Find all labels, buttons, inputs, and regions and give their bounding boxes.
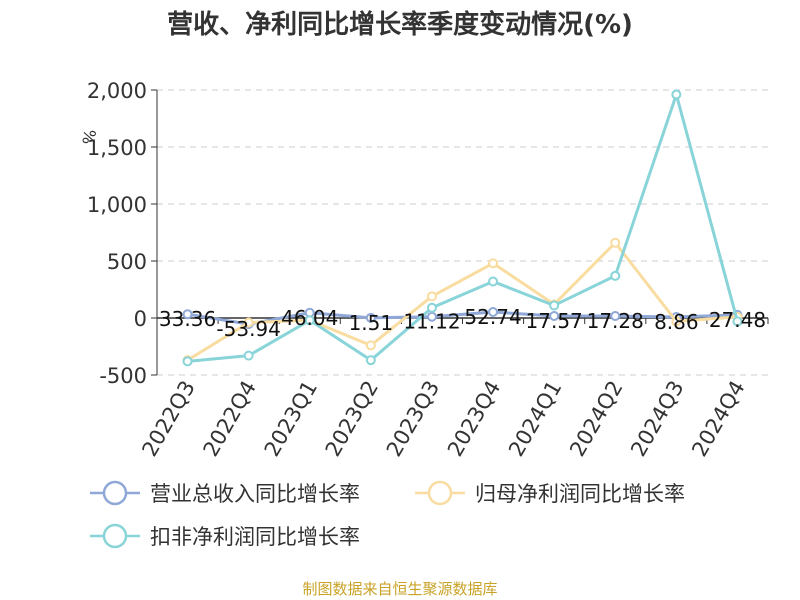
data-point[interactable] xyxy=(426,302,437,313)
legend-marker xyxy=(102,523,128,549)
data-point[interactable] xyxy=(610,237,621,248)
data-point[interactable] xyxy=(182,356,193,367)
data-point[interactable] xyxy=(426,291,437,302)
data-label: 27.48 xyxy=(709,308,766,332)
data-label: 8.86 xyxy=(654,310,699,334)
chart-title: 营收、净利同比增长率季度变动情况(%) xyxy=(167,10,633,40)
x-tick-label: 2023Q3 xyxy=(382,377,444,461)
legend-label: 营业总收入同比增长率 xyxy=(150,482,360,506)
data-labels: 33.36 -53.94 46.04 1.51 11.12 52.74 17.57 17.28… xyxy=(159,305,766,341)
data-point[interactable] xyxy=(243,350,254,361)
data-point[interactable] xyxy=(365,340,376,351)
data-point[interactable] xyxy=(671,89,682,100)
data-point[interactable] xyxy=(732,316,743,327)
data-point[interactable] xyxy=(488,276,499,287)
y-axis-unit: % xyxy=(79,128,100,146)
data-label: 17.57 xyxy=(526,309,583,333)
data-point[interactable] xyxy=(365,312,376,323)
x-tick-label: 2024Q1 xyxy=(504,377,566,461)
x-tick-label: 2023Q2 xyxy=(321,377,383,461)
series-line-1 xyxy=(187,310,738,326)
y-tick-label: -500 xyxy=(99,364,147,388)
data-label: 52.74 xyxy=(464,305,521,329)
y-tick-label: 0 xyxy=(134,307,147,331)
data-label: 33.36 xyxy=(159,307,216,331)
data-point[interactable] xyxy=(549,300,560,311)
y-tick-label: 1,500 xyxy=(87,136,147,160)
y-tick-label: 2,000 xyxy=(87,79,147,103)
legend-label: 归母净利润同比增长率 xyxy=(475,482,685,506)
data-point[interactable] xyxy=(488,306,499,317)
data-point[interactable] xyxy=(304,315,315,326)
series-layer xyxy=(182,89,743,367)
legend-marker xyxy=(427,480,453,506)
data-point[interactable] xyxy=(610,270,621,281)
x-tick-label: 2024Q4 xyxy=(687,377,749,461)
x-tick-label: 2022Q3 xyxy=(137,377,199,461)
x-tick-label: 2024Q3 xyxy=(626,377,688,461)
legend-item-1[interactable]: 营业总收入同比增长率 xyxy=(90,480,360,506)
data-point[interactable] xyxy=(671,316,682,327)
data-point[interactable] xyxy=(610,311,621,322)
data-label: 17.28 xyxy=(587,309,644,333)
x-tick-label: 2023Q4 xyxy=(443,377,505,461)
series-line-3 xyxy=(187,93,739,363)
data-point[interactable] xyxy=(488,258,499,269)
data-point[interactable] xyxy=(365,355,376,366)
source-note: 制图数据来自恒生聚源数据库 xyxy=(302,580,498,598)
data-label: 11.12 xyxy=(403,310,460,334)
legend-marker xyxy=(102,480,128,506)
grid-layer xyxy=(157,89,768,376)
legend-item-2[interactable]: 归母净利润同比增长率 xyxy=(415,480,685,506)
x-tick-label: 2022Q4 xyxy=(199,377,261,461)
y-tick-label: 1,000 xyxy=(87,193,147,217)
y-axis: -500 0 500 1,000 1,500 2,000% xyxy=(79,79,158,388)
y-tick-label: 500 xyxy=(107,250,147,274)
legend-label: 扣非净利润同比增长率 xyxy=(150,525,360,549)
x-tick-label: 2024Q2 xyxy=(565,377,627,461)
legend-item-3[interactable]: 扣非净利润同比增长率 xyxy=(90,523,360,549)
data-point[interactable] xyxy=(243,317,254,328)
series-line-2 xyxy=(186,241,738,362)
data-label: 1.51 xyxy=(349,311,394,335)
data-label: 46.04 xyxy=(281,306,338,330)
x-tick-label: 2023Q1 xyxy=(260,377,322,461)
data-point[interactable] xyxy=(182,309,193,320)
data-label: -53.94 xyxy=(216,317,280,341)
data-point[interactable] xyxy=(549,310,560,321)
